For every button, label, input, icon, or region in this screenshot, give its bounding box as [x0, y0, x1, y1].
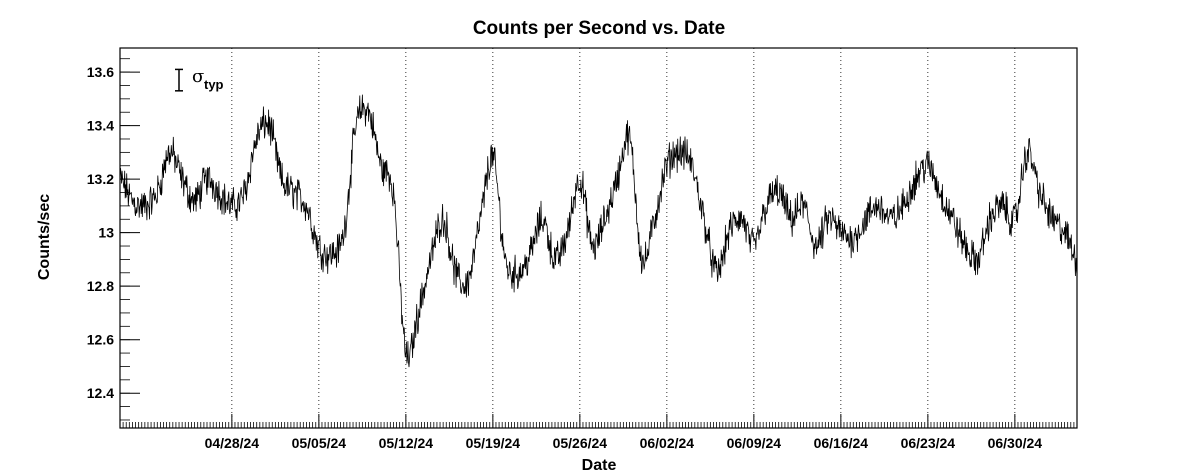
- series-line: [119, 94, 1078, 368]
- sigma-subscript: typ: [204, 77, 224, 92]
- y-tick-label: 13.6: [87, 64, 114, 80]
- x-ticks: 04/28/24 05/05/24 05/12/24 05/19/24 05/26/24…: [119, 414, 1078, 451]
- sigma-symbol: σ: [192, 66, 204, 87]
- y-tick-label: 12.6: [87, 332, 114, 348]
- x-tick-label: 06/23/24: [901, 435, 956, 451]
- x-tick-label: 05/05/24: [292, 435, 347, 451]
- y-tick-label: 12.8: [87, 278, 114, 294]
- series-layer: [119, 94, 1078, 368]
- x-tick-label: 05/19/24: [466, 435, 521, 451]
- x-tick-label: 05/12/24: [379, 435, 434, 451]
- x-tick-label: 05/26/24: [553, 435, 608, 451]
- y-tick-label: 13: [98, 225, 114, 241]
- y-tick-label: 13.4: [87, 118, 114, 134]
- x-tick-label: 06/09/24: [727, 435, 782, 451]
- chart-title: Counts per Second vs. Date: [473, 18, 725, 39]
- x-tick-label: 04/28/24: [205, 435, 260, 451]
- grid-lines: [231, 48, 1016, 428]
- y-ticks: 12.4 12.6 12.8 13 13.2 13.4 13.6: [87, 58, 140, 421]
- y-axis-label: Counts/sec: [36, 194, 53, 280]
- x-tick-label: 06/02/24: [640, 435, 695, 451]
- y-tick-label: 13.2: [87, 171, 114, 187]
- sigma-typ-annotation: σ typ: [175, 66, 224, 92]
- y-tick-label: 12.4: [87, 385, 114, 401]
- x-tick-label: 06/30/24: [988, 435, 1043, 451]
- sigma-error-bar: [175, 68, 183, 92]
- x-tick-label: 06/16/24: [814, 435, 869, 451]
- x-axis-label: Date: [582, 457, 617, 474]
